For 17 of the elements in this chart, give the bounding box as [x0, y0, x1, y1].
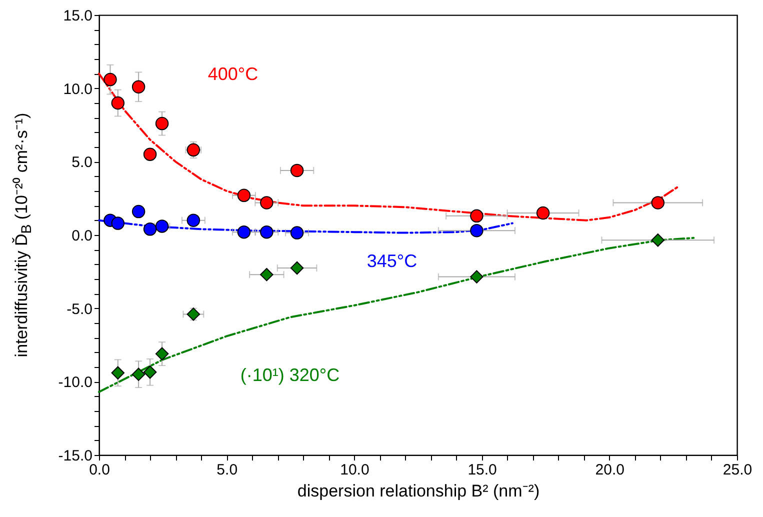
- text: 400°C: [208, 64, 258, 84]
- text: (·10¹) 320°C: [240, 365, 340, 385]
- y-tick-label: 5.0: [72, 154, 92, 172]
- y-tick-label: -10.0: [58, 374, 92, 392]
- y-tick-label: -15.0: [58, 448, 92, 464]
- text: 345°C: [366, 251, 418, 271]
- x-tick-label: 10.0: [340, 462, 370, 478]
- y-tick-label: 0.0: [72, 228, 92, 244]
- x-axis-title: dispersion relationship B² (nm⁻²): [297, 482, 540, 500]
- x-tick-label: 15.0: [468, 462, 497, 478]
- y-tick-label: 10.0: [63, 80, 92, 98]
- y-tick-label: -5.0: [66, 300, 92, 318]
- y-tick-label: 15.0: [63, 8, 92, 24]
- x-tick-label: 5.0: [216, 462, 238, 478]
- x-tick-label: 0.0: [89, 462, 110, 478]
- x-tick-label: 25.0: [722, 462, 752, 478]
- x-tick-label: 20.0: [595, 462, 624, 478]
